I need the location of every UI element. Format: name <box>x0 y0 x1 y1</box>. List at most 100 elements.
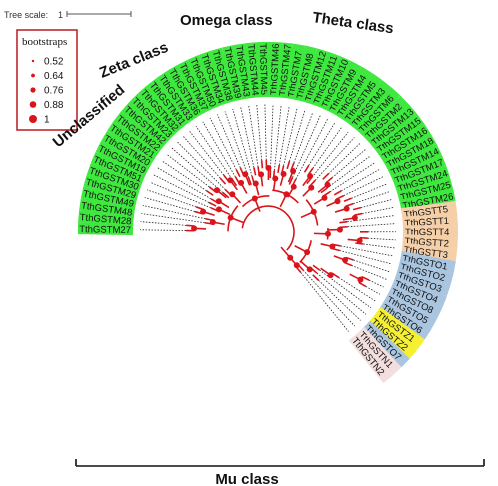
leaf-highlight <box>377 123 431 164</box>
leaf-highlight <box>107 120 160 162</box>
bootstrap-node <box>310 208 317 215</box>
leaf-guide <box>149 181 212 209</box>
leaf-guide <box>147 189 197 208</box>
leaf-guide <box>256 104 263 161</box>
leaf-highlight <box>396 177 454 204</box>
leaf-guide <box>176 141 226 190</box>
leaf-guide <box>278 105 290 166</box>
leaf-guide <box>331 148 366 179</box>
leaf-guide <box>363 243 396 249</box>
leaf-branch <box>312 274 320 281</box>
bootstrap-node <box>215 198 222 205</box>
leaf-branch <box>235 169 241 178</box>
bootstrap-node <box>290 183 297 190</box>
leaf-highlight <box>300 48 329 105</box>
leaf-branch <box>222 191 230 199</box>
leaf-guide <box>365 286 381 295</box>
leaf-highlight <box>399 251 456 274</box>
leaf-guide <box>328 142 361 175</box>
leaf-label-group: TthGSTT4 <box>402 225 459 238</box>
leaf-highlight <box>146 78 191 129</box>
bootstrap-node <box>304 249 311 256</box>
bootstrap-node <box>229 191 236 198</box>
bootstrap-node <box>215 206 222 213</box>
leaf-highlight <box>95 141 151 177</box>
leaf-highlight <box>325 60 362 116</box>
bootstrap-node <box>283 191 290 198</box>
leaf-highlight <box>354 87 401 137</box>
leaf-guide <box>340 245 394 257</box>
leaf-guide <box>189 130 225 176</box>
leaf-highlight <box>129 93 177 141</box>
bootstrap-node <box>351 214 358 221</box>
leaf-highlight <box>391 276 447 308</box>
bootstrap-node <box>293 262 300 269</box>
bootstrap-legend: bootstraps 0.52 0.64 0.76 0.88 1 <box>16 29 78 131</box>
leaf-branch <box>343 197 352 203</box>
leaf-highlight <box>233 43 255 100</box>
leaf-guide <box>270 104 274 171</box>
bootstrap-node <box>265 165 272 172</box>
legend-item-label: 1 <box>44 115 50 126</box>
legend-dot <box>30 87 36 93</box>
leaf-branch <box>247 177 252 186</box>
leaf-branch <box>322 173 330 180</box>
leaf-guide <box>248 105 259 167</box>
bootstrap-node <box>342 257 349 264</box>
legend-title: bootstraps <box>22 36 67 48</box>
bootstrap-node <box>334 198 341 205</box>
bootstrap-node <box>321 194 328 201</box>
leaf-guide <box>351 183 387 199</box>
zeta-class-label: Zeta class <box>97 39 171 82</box>
leaf-guide <box>314 137 355 181</box>
leaf-guide <box>295 118 329 180</box>
leaf-guide <box>264 104 267 161</box>
leaf-guide <box>368 279 384 288</box>
leaf-highlight <box>360 95 409 143</box>
leaf-highlight <box>121 102 171 148</box>
leaf-guide <box>140 229 187 231</box>
leaf-highlight <box>199 50 229 107</box>
leaf-highlight <box>309 51 340 108</box>
legend-box <box>16 29 78 131</box>
tree-scale: Tree scale: 1 <box>4 10 132 20</box>
omega-class-label: Omega class <box>180 12 273 29</box>
leaf-guide <box>347 223 396 228</box>
leaf-branch <box>260 160 264 169</box>
legend-dot <box>29 101 37 108</box>
leaf-guide <box>182 135 221 179</box>
leaf-branch <box>358 281 367 288</box>
leaf-guide <box>329 162 376 193</box>
leaf-highlight <box>156 71 198 124</box>
leaf-highlight <box>80 186 138 210</box>
leaf-guide <box>273 104 282 171</box>
leaf-guide <box>362 207 394 214</box>
leaf-branch <box>320 187 328 194</box>
bootstrap-node <box>327 272 334 279</box>
leaf-highlight <box>394 165 451 195</box>
leaf-branch <box>253 167 257 176</box>
leaf-guide <box>302 269 356 327</box>
leaf-highlight <box>355 326 402 376</box>
leaf-highlight <box>317 55 351 112</box>
leaf-highlight <box>390 154 447 187</box>
legend-dot <box>29 115 37 123</box>
leaf-branch <box>354 212 363 216</box>
leaf-highlight <box>361 320 410 368</box>
leaf-highlight <box>347 79 392 131</box>
leaf-highlight <box>366 104 417 149</box>
leaf-guide <box>224 111 249 178</box>
leaf-guide <box>338 277 376 302</box>
legend-item-label: 0.64 <box>44 71 64 82</box>
bootstrap-node <box>324 181 331 188</box>
tree-leaves: TthGSTM27TthGSTM28TthGSTM48TthGSTM49TthG… <box>77 41 459 384</box>
leaf-guide <box>341 168 380 192</box>
leaf-highlight <box>284 43 306 100</box>
leaf-branch <box>286 160 291 170</box>
leaf-highlight <box>332 66 372 120</box>
legend-items: 0.52 0.64 0.76 0.88 1 <box>29 57 64 126</box>
bootstrap-node <box>308 184 315 191</box>
bootstrap-nodes <box>191 165 364 283</box>
leaf-branch <box>208 201 217 207</box>
leaf-highlight <box>378 299 432 340</box>
